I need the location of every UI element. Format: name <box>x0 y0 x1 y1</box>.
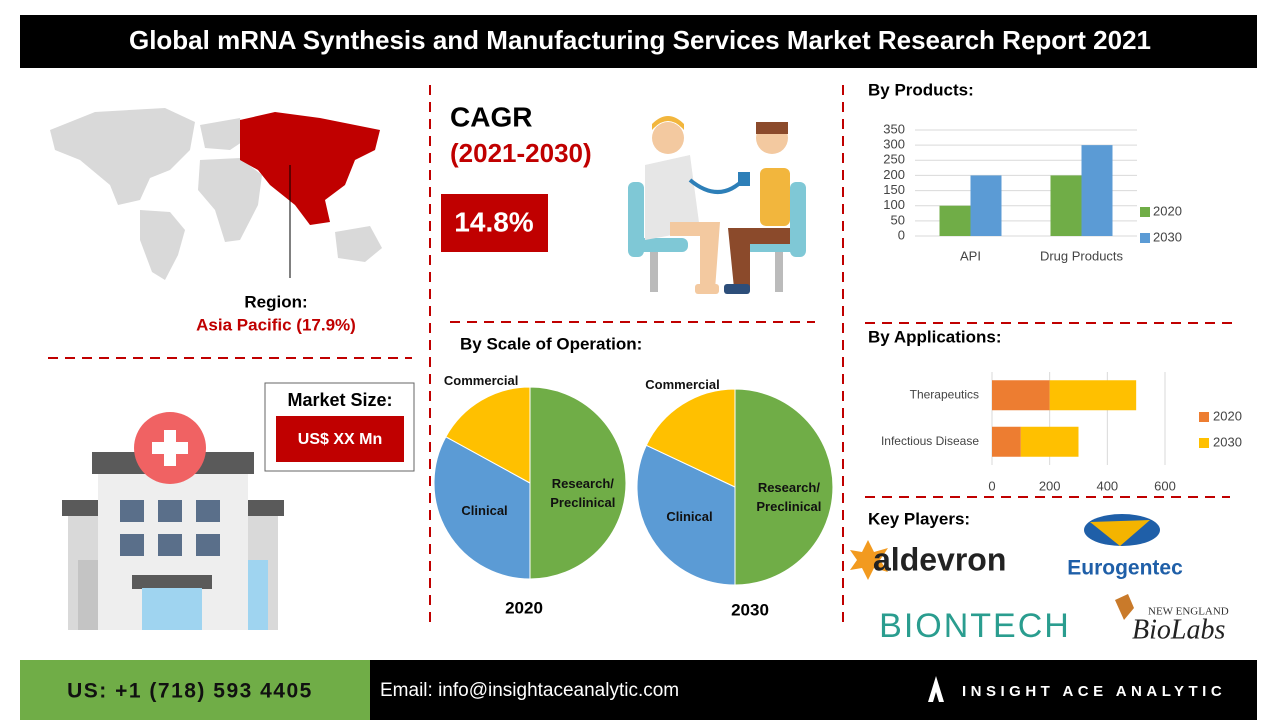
pie-slice <box>445 386 531 484</box>
y-tick-label: 150 <box>883 182 905 197</box>
market-size-value-box <box>276 416 404 462</box>
logo-biontech: BIONTECH <box>879 607 1071 645</box>
x-tick-label: 200 <box>1039 478 1061 493</box>
pie-label: Clinical <box>461 502 508 518</box>
cagr-period: (2021-2030) <box>450 138 592 168</box>
y-tick-label: Therapeutics <box>910 387 979 401</box>
legend-label: 2020 <box>1153 203 1182 218</box>
market-size-value: US$ XX Mn <box>298 431 382 448</box>
market-size-label: Market Size: <box>287 390 392 410</box>
pie-slice <box>433 436 531 580</box>
footer-brand: INSIGHT ACE ANALYTIC <box>962 683 1226 700</box>
bar <box>992 426 1021 457</box>
pie-slice <box>636 444 736 586</box>
pie-slice <box>645 388 736 488</box>
footer-phone-box <box>20 660 370 720</box>
x-tick-label: 0 <box>988 478 995 493</box>
x-tick-label: 600 <box>1154 478 1176 493</box>
y-tick-label: 50 <box>891 212 905 227</box>
legend-label: 2030 <box>1213 434 1242 449</box>
brand-icon <box>928 676 944 702</box>
y-tick-label: Infectious Disease <box>881 434 979 448</box>
y-tick-label: 200 <box>883 167 905 182</box>
footer-phone: US: +1 (718) 593 4405 <box>67 680 313 703</box>
x-tick-label: API <box>960 248 981 263</box>
pie-label: Clinical <box>666 508 713 524</box>
bar <box>1050 175 1082 236</box>
logo-neb-top: NEW ENGLAND <box>1148 606 1229 618</box>
logo-eurogentec: Eurogentec <box>1067 557 1183 580</box>
section-title: By Scale of Operation: <box>460 334 642 353</box>
bar <box>1049 380 1137 411</box>
bar <box>939 205 971 236</box>
x-tick-label: Drug Products <box>1040 248 1124 263</box>
y-tick-label: 250 <box>883 152 905 167</box>
header-bar <box>20 15 1257 68</box>
logo-neb: BioLabs <box>1132 614 1225 645</box>
legend-label: 2030 <box>1153 229 1182 244</box>
cagr-box <box>441 194 548 252</box>
pie-label: Commercial <box>443 373 519 389</box>
region-value: Asia Pacific (17.9%) <box>196 315 356 334</box>
bar <box>1020 426 1079 457</box>
legend-swatch <box>1199 412 1209 422</box>
logo-aldevron: aldevron <box>873 541 1006 577</box>
bar <box>992 380 1050 411</box>
region-label: Region: <box>244 292 307 311</box>
footer-email: Email: info@insightaceanalytic.com <box>380 680 679 701</box>
pie-label: Research/ Preclinical <box>756 480 822 514</box>
pie-slice <box>734 388 834 586</box>
x-tick-label: 400 <box>1096 478 1118 493</box>
pie-caption: 2030 <box>731 600 769 619</box>
y-tick-label: 100 <box>883 197 905 212</box>
y-tick-label: 350 <box>883 121 905 136</box>
key-players-title: Key Players: <box>868 509 970 528</box>
pie-label: Research/ Preclinical <box>550 476 616 510</box>
legend-swatch <box>1140 207 1150 217</box>
section-title: By Products: <box>868 80 974 99</box>
title: Global mRNA Synthesis and Manufacturing … <box>129 25 1151 55</box>
cagr-label: CAGR <box>450 101 532 132</box>
legend-label: 2020 <box>1213 408 1242 423</box>
separators <box>48 85 1235 625</box>
footer-bar <box>370 660 1257 720</box>
eurogentec-mark-accent <box>1090 520 1150 546</box>
y-tick-label: 0 <box>898 227 905 242</box>
aldevron-mark <box>850 540 888 580</box>
legend-swatch <box>1199 438 1209 448</box>
bar <box>970 175 1002 236</box>
pie-slice <box>529 386 627 580</box>
pie-caption: 2020 <box>505 598 543 617</box>
hospital-illustration <box>62 412 284 630</box>
asia-region <box>240 112 380 225</box>
pie-label: Commercial <box>645 377 720 393</box>
world-map <box>50 108 382 280</box>
neb-butterfly <box>1115 594 1134 620</box>
cagr-value: 14.8% <box>454 206 533 237</box>
section-title: By Applications: <box>868 327 1002 346</box>
bar <box>1081 145 1113 236</box>
y-tick-label: 300 <box>883 137 905 152</box>
legend-swatch <box>1140 233 1150 243</box>
doctor-illustration <box>628 116 806 294</box>
